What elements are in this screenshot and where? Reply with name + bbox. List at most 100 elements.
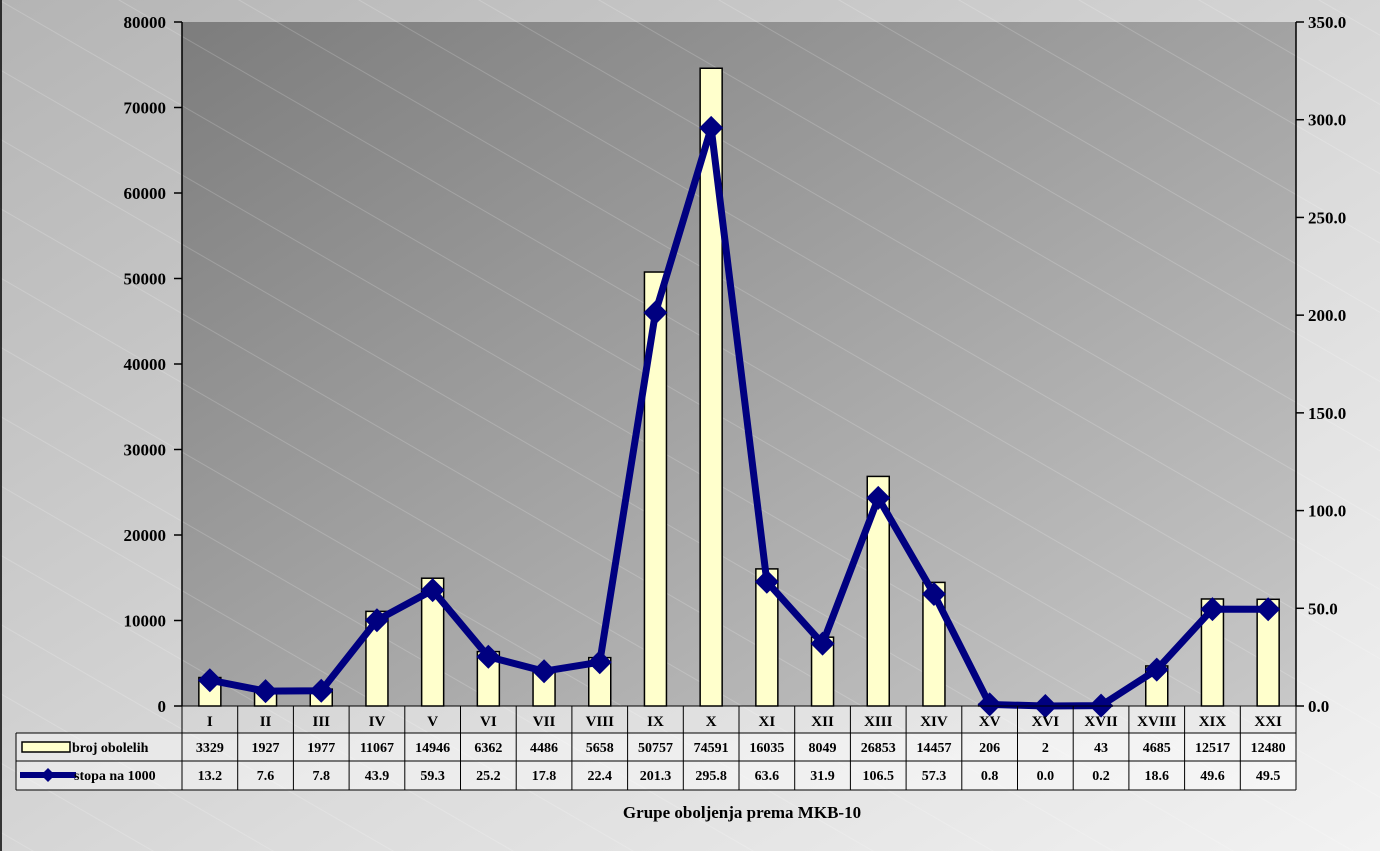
line-point [977,692,1002,717]
bar-data-label: 3329 [196,741,224,756]
line-point [532,659,557,684]
bar-data-label: 26853 [861,741,896,756]
bar-data-label: 1977 [307,741,335,756]
line-point [197,668,222,693]
x-tick-label: XIV [920,714,948,730]
x-tick-label: XXI [1254,714,1282,730]
x-tick-label: XVIII [1137,714,1176,730]
line-data-label: 18.6 [1145,769,1170,784]
y-tick-label-left: 60000 [124,184,167,203]
x-tick-label: V [427,714,438,730]
data-table: I 3329 13.2 II 1927 7.6 III 1977 7.8 IV 11067 43.9 V… [15,705,1297,791]
x-tick-label: VI [480,714,497,730]
line-point [699,115,724,140]
y-tick-label-left: 30000 [124,441,167,460]
y-tick-label-left: 10000 [124,612,167,631]
bar-data-label: 4486 [530,741,558,756]
line-point [309,678,334,703]
x-tick-label: XIII [864,714,893,730]
x-tick-label: XVII [1084,714,1118,730]
line-data-label: 43.9 [365,769,390,784]
bar-data-label: 14457 [916,741,951,756]
x-tick-label: VII [533,714,556,730]
y-tick-label-left: 0 [158,697,167,716]
line-data-label: 31.9 [810,769,835,784]
line-point [476,644,501,669]
line-data-label: 0.0 [1037,769,1055,784]
x-tick-label: X [706,714,717,730]
y-tick-label-left: 50000 [124,270,167,289]
line-data-label: 13.2 [198,769,223,784]
line-data-label: 7.8 [313,769,331,784]
x-tick-label: XV [979,714,1001,730]
x-tick-label: IX [647,714,664,730]
line-point [1144,657,1169,682]
line-data-label: 63.6 [755,769,780,784]
y-tick-label-right: 250.0 [1308,208,1346,227]
line-point [921,582,946,607]
legend-label-bar: broj obolelih [72,741,149,756]
x-tick-label: III [312,714,330,730]
bar-data-label: 2 [1042,741,1049,756]
line-data-label: 17.8 [532,769,557,784]
x-axis-title: Grupe oboljenja prema MKB-10 [623,803,861,822]
line-point [754,569,779,594]
bar [643,271,668,707]
x-tick-label: XIX [1199,714,1227,730]
x-tick-label: XII [811,714,834,730]
x-tick-label: IV [369,714,386,730]
bar-series [198,67,1280,708]
x-tick-label: I [207,714,213,730]
line-point [587,650,612,675]
bar-data-label: 12480 [1251,741,1286,756]
bar-data-label: 50757 [638,741,673,756]
line-data-label: 25.2 [476,769,501,784]
x-tick-label: XI [759,714,776,730]
line-data-label: 7.6 [257,769,275,784]
bar-data-label: 206 [979,741,1000,756]
bar-data-label: 12517 [1195,741,1230,756]
line-data-label: 201.3 [640,769,672,784]
bar-data-label: 8049 [809,741,837,756]
y-tick-label-left: 40000 [124,355,167,374]
legend-key-bar [21,741,71,753]
line-point [866,485,891,510]
line-data-label: 0.8 [981,769,999,784]
line-point [253,679,278,704]
y-tick-label-right: 0.0 [1308,697,1329,716]
bar-data-label: 16035 [749,741,784,756]
line-data-label: 57.3 [922,769,947,784]
bar-data-label: 43 [1094,741,1108,756]
y-tick-label-right: 100.0 [1308,502,1346,521]
line-data-label: 0.2 [1092,769,1110,784]
y-tick-label-left: 80000 [124,13,167,32]
x-tick-label: VIII [586,714,615,730]
y-tick-label-right: 150.0 [1308,404,1346,423]
y-tick-label-left: 70000 [124,99,167,118]
legend-key-marker [41,768,55,782]
line-point [364,608,389,633]
line-point [1200,597,1225,622]
line-point [420,578,445,603]
line-point [643,300,668,325]
bar-data-label: 1927 [252,741,280,756]
bar-data-label: 5658 [586,741,614,756]
line-data-label: 106.5 [863,769,895,784]
y-tick-label-right: 50.0 [1308,599,1338,618]
x-tick-label: XVI [1032,714,1060,730]
bar-data-label: 6362 [474,741,502,756]
x-tick-label: II [260,714,272,730]
y-tick-label-right: 200.0 [1308,306,1346,325]
y-tick-label-left: 20000 [124,526,167,545]
line-point [810,631,835,656]
line-data-label: 22.4 [588,769,613,784]
y-tick-label-right: 350.0 [1308,13,1346,32]
line-data-label: 295.8 [695,769,727,784]
bar-data-label: 4685 [1143,741,1171,756]
bar-data-label: 14946 [415,741,450,756]
line-point [1256,597,1281,622]
legend-label-line: stopa na 1000 [74,769,156,784]
axes: 0 10000 20000 30000 40000 50000 60000 70000 8000… [124,13,1347,716]
bar-data-label: 74591 [694,741,729,756]
